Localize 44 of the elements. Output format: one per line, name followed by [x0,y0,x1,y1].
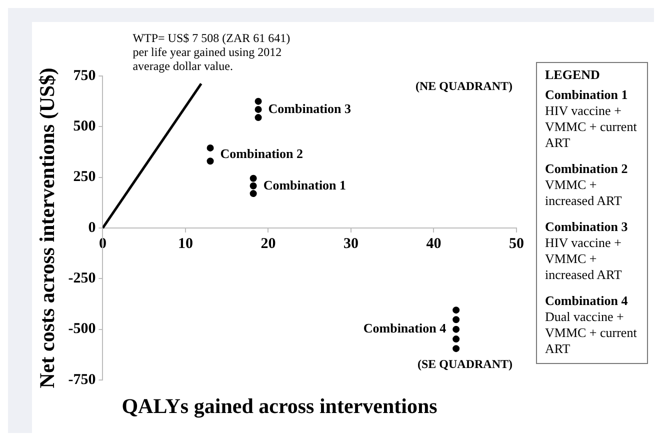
point [250,174,257,182]
series-label: Combination 4 [363,320,447,336]
y-tick-label: 0 [88,220,96,236]
series-label: Combination 1 [263,177,346,192]
y-axis-title: Net costs across interventions (US$) [35,68,60,388]
y-tick-label: -750 [68,372,96,388]
text: WTP= US$ 7 508 (ZAR 61 641) per life year gained using 2012 average dollar value. [132,31,290,73]
x-tick-label: 20 [260,236,276,252]
text: Combination 2 [545,161,629,177]
text: Combination 1 [545,87,629,103]
point [250,182,257,190]
point [206,158,214,165]
x-axis-title: QALYs gained across interventions [120,394,438,419]
text: HIV vaccine + VMMC + increased ART [545,235,623,283]
y-tick-label: 750 [73,68,96,84]
series-label: Combination 3 [268,100,352,116]
annotation: (NE QUADRANT) [416,79,512,93]
text: Combination 3 [545,219,629,235]
text: HIV vaccine + VMMC + current ART [545,103,638,151]
point [250,190,257,198]
x-tick-label: 0 [98,236,106,252]
y-tick-label: 500 [73,118,96,135]
text: Combination 4 [545,293,629,309]
x-tick-label: 50 [509,236,524,252]
annotation: (SE QUADRANT) [417,357,512,371]
point [206,144,214,152]
point [254,106,262,113]
point [452,326,460,333]
text: Dual vaccine + VMMC + current ART [545,309,638,357]
x-tick-label: 30 [343,236,358,252]
point [452,306,460,314]
text: LEGEND [545,67,601,83]
y-tick-label: 250 [73,169,96,186]
point [254,98,262,105]
point [452,316,460,324]
point [254,114,262,122]
x-tick-label: 10 [178,236,193,252]
x-tick-label: 40 [426,236,442,252]
series-label: Combination 2 [220,146,304,161]
point [452,345,460,352]
text: VMMC + increased ART [545,177,623,209]
y-tick-label: -500 [68,321,96,338]
point [452,336,460,343]
y-tick-label: -250 [68,270,96,287]
